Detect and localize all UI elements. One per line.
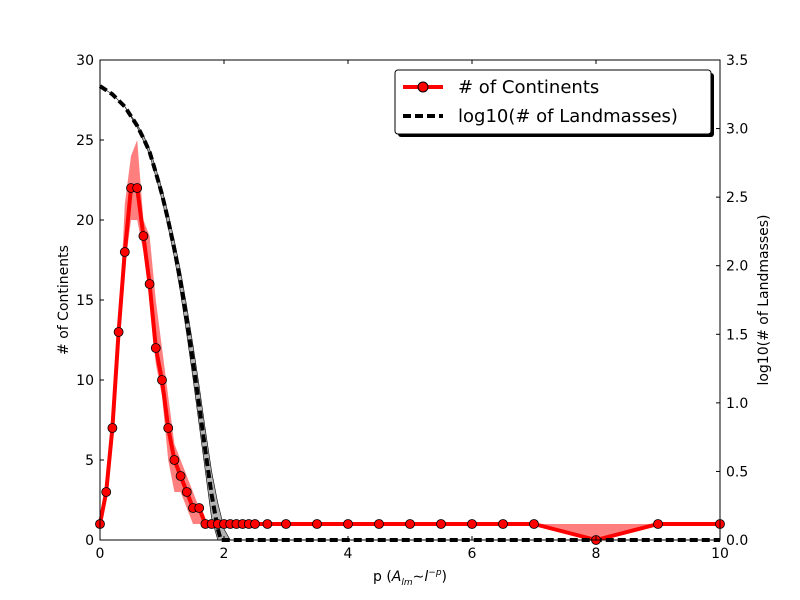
x-tick-label: 2 [220,546,229,562]
continents-point [119,247,130,257]
y-left-tick-label: 0 [85,533,94,549]
y-left-tick-label: 25 [76,133,94,149]
continents-point [113,327,124,337]
y-right-tick-label: 2.5 [726,190,748,206]
legend: # of Continents log10(# of Landmasses) [394,69,714,137]
continents-point [132,183,143,193]
continents-point [281,519,291,529]
continents-point [312,519,322,529]
y-right-tick-label: 1.0 [726,396,748,412]
x-tick-label: 10 [711,546,729,562]
series-markers [95,183,725,545]
y-right-tick-label: 3.0 [726,122,748,138]
legend-continents-marker [417,81,429,93]
y-right-axis-label: log10(# of Landmasses) [756,214,772,385]
continents-point [157,375,167,385]
y-left-tick-label: 30 [76,53,94,69]
y-right-tick-label: 3.5 [726,53,748,69]
y-left-tick-label: 20 [76,213,94,229]
y-right-tick-label: 0.5 [726,464,748,480]
continents-point [436,519,446,529]
legend-landmasses-label: log10(# of Landmasses) [458,106,678,127]
legend-continents-label: # of Continents [458,77,599,98]
x-tick-label: 0 [96,546,105,562]
continents-point [498,519,508,529]
continents-point [653,519,663,529]
continents-point [529,519,539,529]
x-axis-label: p (Alm∼l−p) [373,568,447,588]
x-axis-ticks: 0 2 4 6 8 10 [96,60,729,562]
continents-point [163,423,174,433]
continents-point [250,519,260,529]
continents-point [405,519,415,529]
y-left-axis-label: # of Continents [56,245,72,355]
continents-point [262,519,273,529]
continents-point [144,279,155,289]
continents-point [374,519,384,529]
plot-area [95,59,725,545]
y-right-axis-ticks: 0.0 0.5 1.0 1.5 2.0 2.5 3.0 3.5 [716,53,748,549]
y-right-tick-label: 1.5 [726,327,748,343]
y-left-tick-label: 5 [85,453,94,469]
legend-box [394,69,712,135]
continents-point [194,503,205,513]
y-left-tick-label: 15 [76,293,94,309]
continents-point [181,487,192,497]
x-tick-label: 4 [344,546,353,562]
y-right-tick-label: 2.0 [726,259,748,275]
continents-point [169,455,180,465]
continents-point [467,519,477,529]
plot-background [100,60,720,540]
continents-point [175,471,186,481]
continents-point [107,423,118,433]
x-tick-label: 8 [592,546,601,562]
continents-point [138,231,149,241]
y-left-tick-label: 10 [76,373,94,389]
continents-point [101,487,112,497]
x-tick-label: 6 [468,546,477,562]
continents-point [150,343,161,353]
y-left-axis-ticks: 0 5 10 15 20 25 30 [76,53,104,549]
y-right-tick-label: 0.0 [726,533,748,549]
continents-point [343,519,353,529]
